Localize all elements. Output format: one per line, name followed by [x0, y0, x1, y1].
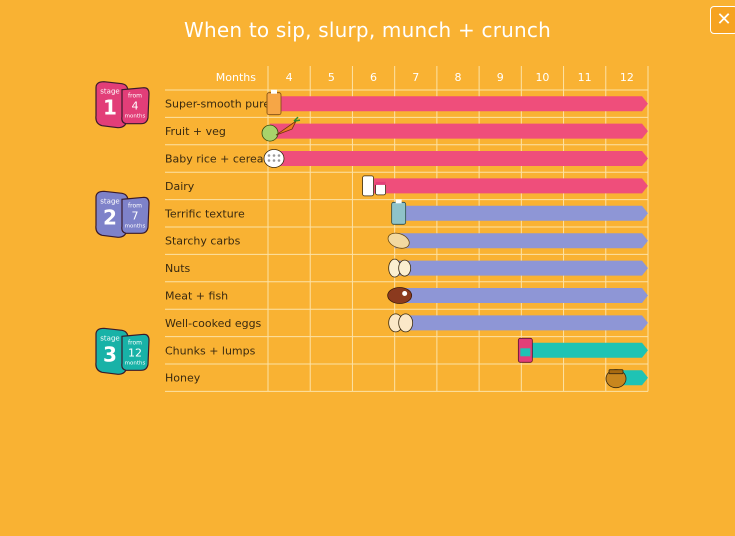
from-word: from — [128, 202, 142, 209]
category-label: Honey — [165, 372, 201, 385]
timeline-bar — [373, 178, 648, 194]
stage-number: 1 — [103, 96, 117, 120]
category-label: Fruit + veg — [165, 125, 226, 138]
category-label: Well-cooked eggs — [165, 317, 262, 330]
eggs-icon — [388, 313, 414, 333]
x-tick-label: 11 — [578, 71, 592, 84]
timeline-bar — [394, 205, 648, 221]
pouch-icon — [266, 89, 282, 116]
stage-word: stage — [100, 334, 119, 342]
timeline-bar — [270, 123, 648, 139]
category-label: Chunks + lumps — [165, 344, 256, 357]
x-tick-label: 10 — [535, 71, 549, 84]
fruit-veg-icon — [261, 116, 301, 142]
timeline-bar — [394, 260, 648, 276]
x-tick-label: 12 — [620, 71, 634, 84]
bread-icon — [387, 232, 410, 249]
category-label: Super-smooth purees — [165, 98, 283, 111]
dairy-icon — [362, 175, 386, 197]
meat-icon — [387, 287, 413, 304]
category-label: Nuts — [165, 262, 191, 275]
category-label: Meat + fish — [165, 290, 228, 303]
months-word: months — [125, 223, 146, 229]
nuts-icon — [388, 258, 412, 278]
rice-icon — [263, 149, 285, 168]
x-tick-label: 6 — [370, 71, 377, 84]
stage-word: stage — [100, 197, 119, 205]
from-word: from — [128, 339, 142, 346]
honey-pot-icon — [605, 369, 627, 389]
timeline-bar — [270, 151, 648, 166]
timeline-bar — [394, 315, 648, 331]
months-word: months — [125, 360, 146, 366]
from-month: 12 — [128, 346, 142, 359]
from-word: from — [128, 93, 142, 100]
texture-pouch-icon — [391, 199, 407, 225]
category-label: Dairy — [165, 180, 195, 193]
stage-number: 2 — [103, 205, 117, 229]
x-tick-label: 7 — [412, 71, 419, 84]
close-button[interactable]: ✕ — [710, 6, 735, 34]
category-label: Baby rice + cereals — [165, 153, 273, 166]
x-axis-label: Months — [216, 71, 256, 84]
x-tick-label: 9 — [497, 71, 504, 84]
timeline-bar — [394, 288, 648, 303]
stage-word: stage — [100, 88, 119, 96]
timeline-bar — [521, 342, 648, 358]
x-tick-label: 5 — [328, 71, 335, 84]
timeline-bar — [394, 233, 648, 249]
from-month: 7 — [132, 209, 139, 222]
x-tick-label: 4 — [286, 71, 293, 84]
months-word: months — [125, 114, 146, 120]
stage-number: 3 — [103, 342, 117, 366]
category-label: Starchy carbs — [165, 235, 241, 248]
x-tick-label: 8 — [455, 71, 462, 84]
timeline-bar — [270, 96, 648, 112]
category-label: Terrific texture — [164, 207, 245, 220]
page-title: When to sip, slurp, munch + crunch — [184, 18, 551, 42]
chunks-pouch-icon — [517, 337, 533, 363]
from-month: 4 — [132, 100, 139, 113]
